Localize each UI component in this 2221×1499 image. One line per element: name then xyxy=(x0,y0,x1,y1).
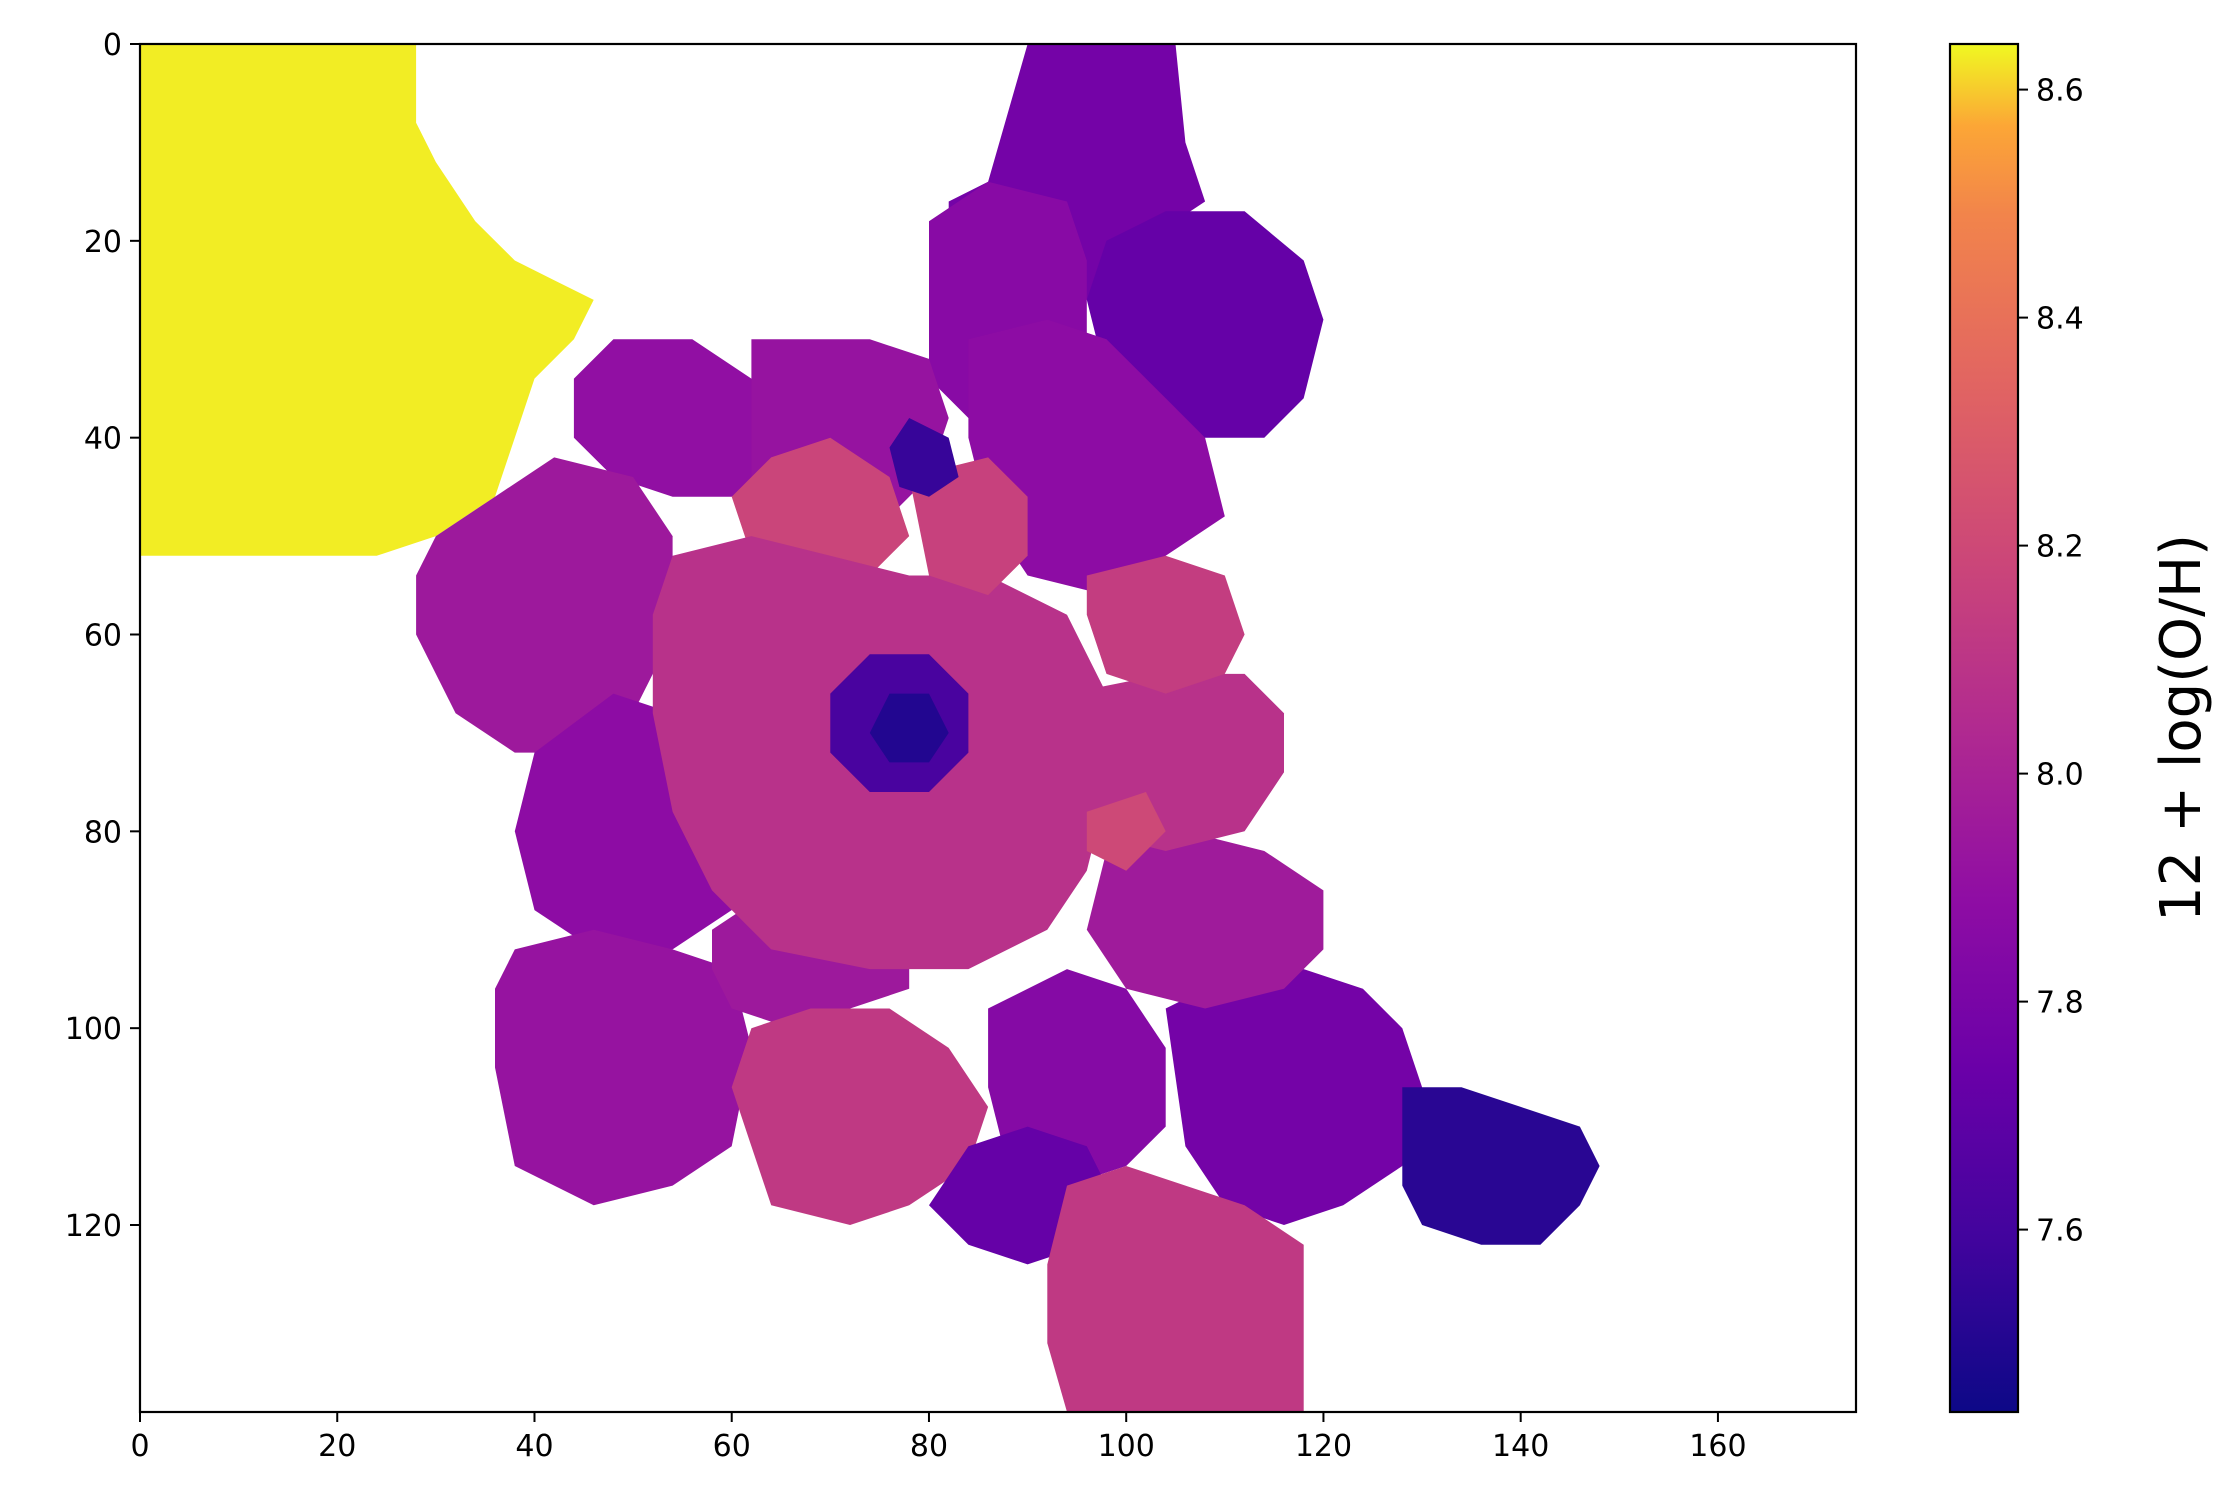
abundance-region-21 xyxy=(909,457,1028,596)
x-tick-label-8: 160 xyxy=(1689,1429,1746,1464)
y-tick-label-4: 80 xyxy=(84,815,122,850)
abundance-regions xyxy=(140,44,1600,1412)
abundance-region-0 xyxy=(140,44,594,556)
abundance-region-19 xyxy=(731,437,910,576)
y-tick-label-1: 20 xyxy=(84,225,122,260)
x-tick-label-2: 40 xyxy=(515,1429,553,1464)
x-tick-label-4: 80 xyxy=(910,1429,948,1464)
x-tick-label-6: 120 xyxy=(1295,1429,1352,1464)
y-tick-label-3: 60 xyxy=(84,619,122,654)
abundance-region-16 xyxy=(1047,1166,1304,1412)
plot-area xyxy=(138,42,1858,1414)
abundance-region-23 xyxy=(1086,555,1245,694)
colorbar-gradient xyxy=(1950,44,2018,1412)
abundance-region-14 xyxy=(1402,1087,1600,1245)
colorbar-ticks: 7.6 7.8 8.0 8.2 8.4 8.6 xyxy=(2018,74,2084,1249)
y-tick-label-6: 120 xyxy=(65,1209,122,1244)
abundance-region-4 xyxy=(968,319,1225,596)
colorbar-tick-label-2: 8.0 xyxy=(2036,758,2084,793)
colorbar-tick-label-3: 8.2 xyxy=(2036,530,2084,565)
colorbar-tick-label-4: 8.4 xyxy=(2036,302,2084,337)
colorbar-tick-label-1: 7.8 xyxy=(2036,986,2084,1021)
x-tick-label-1: 20 xyxy=(318,1429,356,1464)
x-axis: 0 20 40 60 80 100 120 140 160 xyxy=(130,1412,1747,1464)
abundance-region-22 xyxy=(1086,792,1166,871)
y-tick-label-2: 40 xyxy=(84,422,122,457)
colorbar-tick-label-5: 8.6 xyxy=(2036,74,2084,109)
colorbar-frame xyxy=(1948,42,2020,1414)
y-axis: 0 20 40 60 80 100 120 xyxy=(65,28,140,1244)
colorbar: 7.6 7.8 8.0 8.2 8.4 8.6 12 + log(O/H) xyxy=(1948,42,2214,1414)
abundance-region-17 xyxy=(1086,831,1324,1009)
x-tick-label-3: 60 xyxy=(713,1429,751,1464)
y-tick-label-5: 100 xyxy=(65,1012,122,1047)
abundance-region-5 xyxy=(573,339,791,497)
abundance-region-13 xyxy=(1165,969,1423,1225)
abundance-region-26 xyxy=(869,693,949,763)
x-tick-label-7: 140 xyxy=(1492,1429,1549,1464)
colorbar-label: 12 + log(O/H) xyxy=(2149,534,2214,922)
abundance-region-11 xyxy=(731,1008,989,1225)
plot-frame xyxy=(138,42,1858,1414)
y-tick-label-0: 0 xyxy=(103,28,122,63)
x-tick-label-5: 100 xyxy=(1098,1429,1155,1464)
x-tick-label-0: 0 xyxy=(130,1429,149,1464)
abundance-region-24 xyxy=(889,418,959,497)
colorbar-tick-label-0: 7.6 xyxy=(2036,1214,2084,1249)
abundance-region-7 xyxy=(416,457,673,753)
abundance-region-9 xyxy=(495,929,752,1206)
